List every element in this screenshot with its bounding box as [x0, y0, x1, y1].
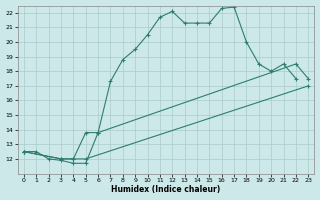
X-axis label: Humidex (Indice chaleur): Humidex (Indice chaleur)	[111, 185, 221, 194]
